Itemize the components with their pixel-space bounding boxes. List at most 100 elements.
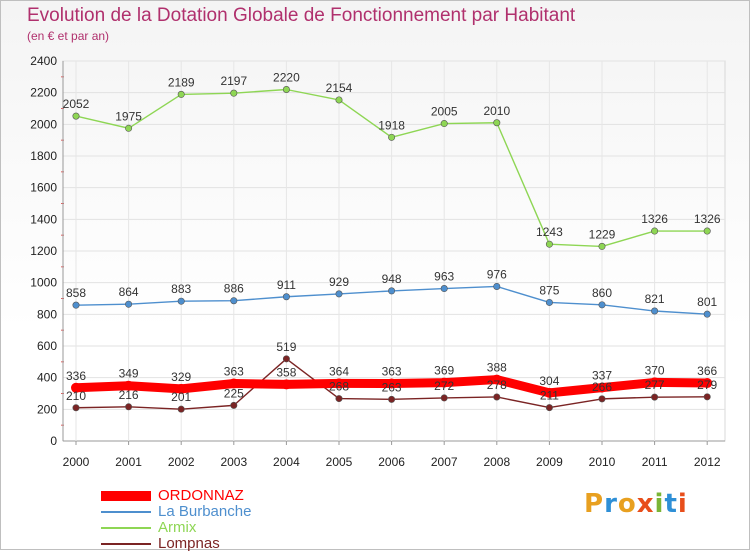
data-label: 364: [329, 364, 349, 378]
data-point: [440, 285, 448, 293]
data-point: [493, 282, 501, 290]
data-label: 976: [487, 267, 507, 281]
data-point: [72, 112, 80, 120]
data-label: 1243: [536, 225, 563, 239]
x-tick-label: 2009: [536, 455, 563, 469]
data-point: [703, 393, 711, 401]
y-tick-label: 2000: [30, 117, 57, 131]
data-label: 883: [171, 282, 191, 296]
data-point: [334, 378, 344, 389]
data-label: 1326: [694, 212, 721, 226]
data-label: 272: [434, 379, 454, 393]
y-tick-label: 200: [37, 402, 57, 416]
legend-label: La Burbanche: [158, 503, 252, 520]
data-label: 948: [382, 272, 402, 286]
data-label: 886: [224, 282, 244, 296]
data-point: [545, 298, 553, 306]
data-label: 801: [697, 295, 717, 309]
data-point: [651, 307, 659, 315]
data-point: [335, 395, 343, 403]
data-label: 1918: [378, 118, 405, 132]
chart-title: Evolution de la Dotation Globale de Fonc…: [27, 5, 576, 26]
x-tick-label: 2001: [115, 455, 142, 469]
data-point: [493, 119, 501, 127]
y-tick-label: 1200: [30, 244, 57, 258]
data-label: 2220: [273, 71, 300, 85]
data-label: 225: [224, 386, 244, 400]
data-label: 304: [539, 374, 559, 388]
data-point: [335, 96, 343, 104]
data-label: 2052: [63, 97, 90, 111]
data-point: [491, 374, 502, 385]
legend-label: Lompnas: [158, 535, 220, 552]
data-point: [123, 380, 134, 391]
x-tick-label: 2006: [378, 455, 405, 469]
data-label: 337: [592, 369, 612, 383]
data-label: 278: [487, 378, 507, 392]
data-point: [177, 297, 185, 305]
data-point: [545, 404, 553, 412]
data-point: [177, 405, 185, 413]
data-point: [176, 383, 187, 394]
data-label: 2154: [326, 81, 353, 95]
data-label: 388: [487, 361, 507, 375]
data-point: [388, 287, 396, 295]
y-tick-label: 800: [37, 307, 57, 321]
data-label: 2189: [168, 75, 195, 89]
legend-swatch: [101, 543, 151, 545]
data-point: [651, 393, 659, 401]
data-point: [703, 227, 711, 235]
data-point: [282, 355, 290, 363]
data-point: [544, 387, 555, 398]
data-point: [282, 86, 290, 94]
data-label: 370: [645, 363, 665, 377]
data-label: 2010: [483, 104, 510, 118]
data-label: 263: [382, 380, 402, 394]
data-point: [440, 394, 448, 402]
x-tick-label: 2000: [63, 455, 90, 469]
y-tick-label: 2200: [30, 86, 57, 100]
data-point: [230, 89, 238, 97]
data-label: 210: [66, 389, 86, 403]
data-label: 1326: [641, 212, 668, 226]
data-point: [282, 293, 290, 301]
data-label: 2197: [220, 74, 247, 88]
data-label: 358: [276, 365, 296, 379]
data-point: [439, 377, 450, 388]
x-tick-label: 2007: [431, 455, 458, 469]
data-label: 519: [276, 340, 296, 354]
data-point: [598, 395, 606, 403]
data-label: 864: [119, 285, 139, 299]
data-point: [386, 378, 397, 389]
legend-swatch: [101, 491, 151, 501]
legend-label: Armix: [158, 519, 197, 536]
data-point: [230, 297, 238, 305]
x-tick-label: 2010: [589, 455, 616, 469]
x-tick-label: 2003: [220, 455, 247, 469]
data-point: [651, 227, 659, 235]
legend-swatch: [101, 511, 151, 513]
data-label: 369: [434, 364, 454, 378]
y-tick-label: 1600: [30, 181, 57, 195]
data-label: 363: [224, 365, 244, 379]
data-point: [598, 301, 606, 309]
data-label: 1975: [115, 109, 142, 123]
data-label: 963: [434, 270, 454, 284]
data-point: [281, 379, 292, 390]
chart-subtitle: (en € et par an): [27, 29, 110, 43]
data-point: [702, 378, 713, 389]
y-tick-label: 600: [37, 339, 57, 353]
data-label: 336: [66, 369, 86, 383]
x-tick-label: 2004: [273, 455, 300, 469]
data-point: [388, 395, 396, 403]
data-label: 366: [697, 364, 717, 378]
proxiti-logo: Proxiti: [584, 489, 688, 519]
data-label: 349: [119, 367, 139, 381]
data-point: [335, 290, 343, 298]
data-label: 201: [171, 390, 191, 404]
data-point: [177, 90, 185, 98]
data-point: [703, 310, 711, 318]
y-tick-label: 1000: [30, 276, 57, 290]
